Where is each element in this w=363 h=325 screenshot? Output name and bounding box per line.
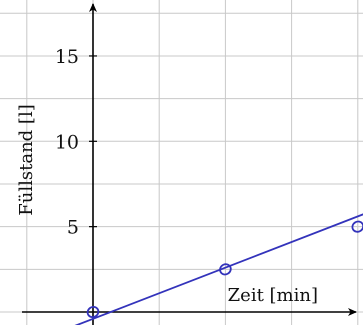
- y-tick-label: 10: [55, 131, 79, 153]
- x-axis-label: Zeit [min]: [228, 285, 318, 306]
- y-tick-label: 5: [67, 217, 79, 239]
- y-axis-label: Füllstand [l]: [16, 104, 37, 215]
- series-line: [74, 213, 363, 325]
- series-layer: [74, 213, 363, 325]
- data-point: [86, 305, 100, 319]
- y-tick-labels: 5 10 15: [55, 46, 97, 239]
- y-tick-label: 15: [55, 46, 79, 68]
- data-point: [219, 263, 232, 276]
- axes: [22, 3, 357, 325]
